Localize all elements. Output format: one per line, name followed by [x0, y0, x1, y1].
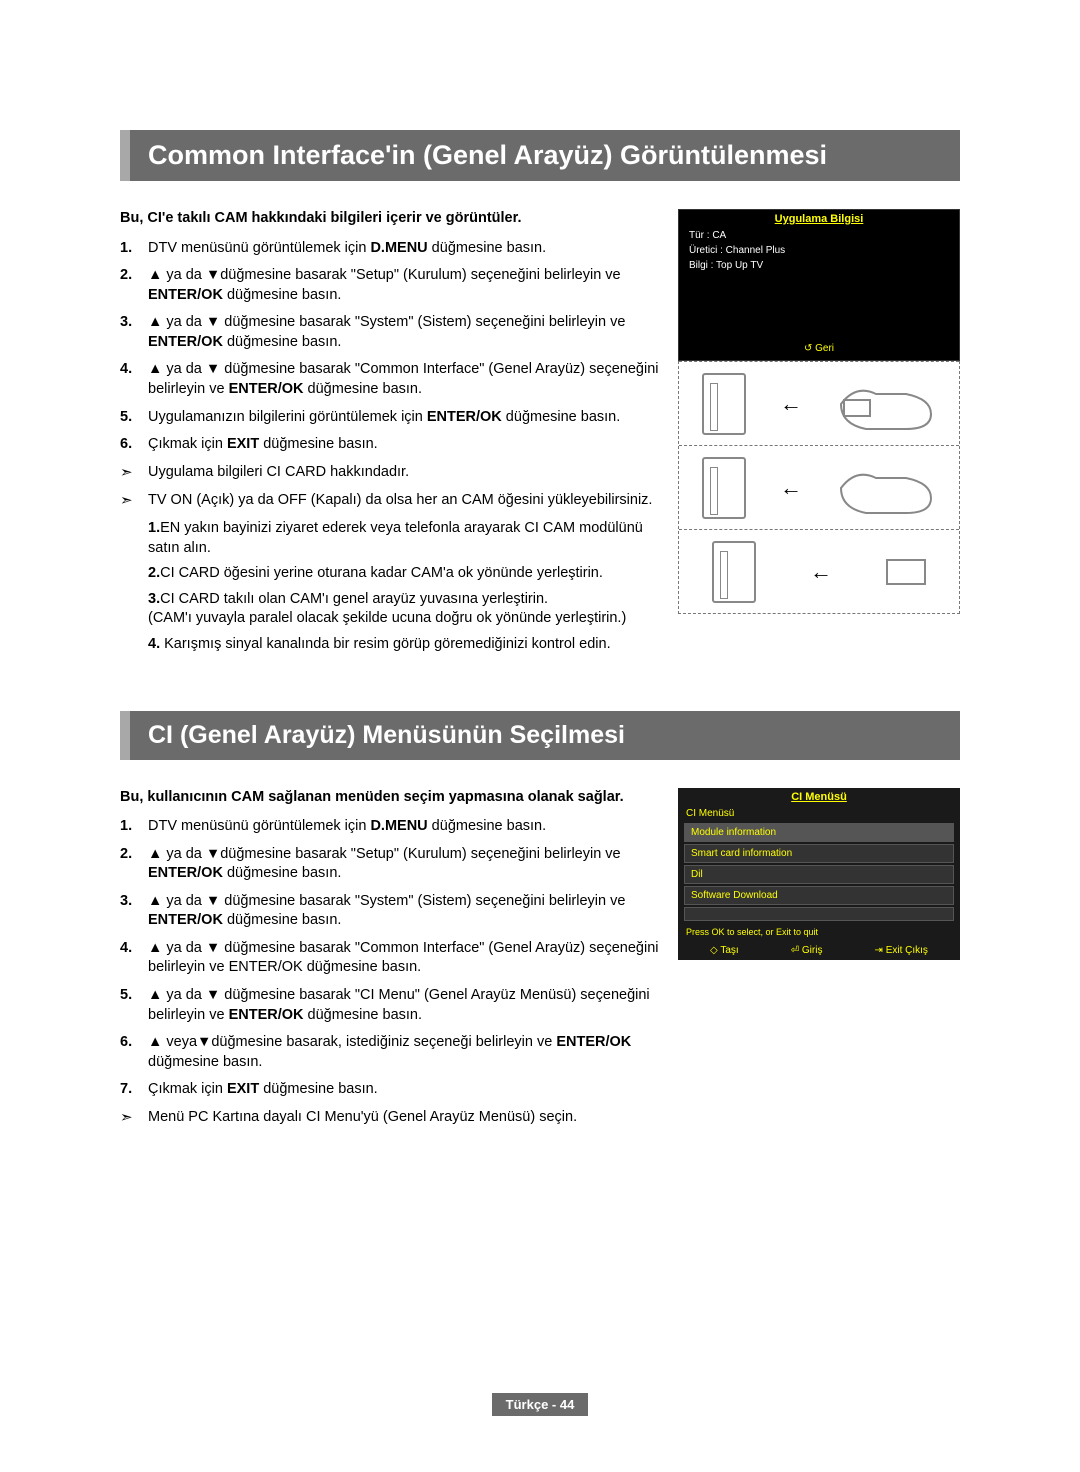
note-arrow-icon: ➣ [120, 1108, 148, 1128]
arrow-left-icon: ← [810, 559, 832, 585]
note-arrow-icon: ➣ [120, 463, 148, 483]
t: düğmesine basın. [428, 240, 547, 256]
slot-icon [702, 373, 746, 435]
t: düğmesine basın. [223, 865, 342, 881]
t: ENTER/OK [556, 1034, 631, 1050]
section1-body: Bu, CI'e takılı CAM hakkındaki bilgileri… [120, 209, 660, 661]
section-title-1: Common Interface'in (Genel Arayüz) Görün… [120, 130, 960, 181]
t: düğmesine basın. [223, 912, 342, 928]
note: Uygulama bilgileri CI CARD hakkındadır. [148, 463, 660, 483]
note: Menü PC Kartına dayalı CI Menu'yü (Genel… [148, 1108, 660, 1128]
subtext: (CAM'ı yuvayla paralel olacak şekilde uc… [148, 610, 626, 626]
osd2-item: Software Download [684, 886, 954, 905]
osd2-item: Dil [684, 865, 954, 884]
subtext: EN yakın bayinizi ziyaret ederek veya te… [148, 520, 643, 556]
intro-2: Bu, kullanıcının CAM sağlanan menüden se… [120, 788, 660, 808]
t: ▲ veya▼düğmesine basarak, istediğiniz se… [148, 1034, 556, 1050]
arrow-left-icon: ← [780, 475, 802, 501]
t: ▲ ya da ▼düğmesine basarak "Setup" (Kuru… [148, 267, 621, 283]
osd2-blank-item [684, 907, 954, 921]
t: ENTER/OK [148, 865, 223, 881]
intro-1: Bu, CI'e takılı CAM hakkındaki bilgileri… [120, 209, 660, 229]
t: ▲ ya da ▼düğmesine basarak "Setup" (Kuru… [148, 846, 621, 862]
osd-row: Üretici : Channel Plus [679, 243, 959, 258]
osd2-item: Module information [684, 823, 954, 842]
t: düğmesine basın. [223, 287, 342, 303]
osd-row: Tür : CA [679, 228, 959, 243]
t: EXIT [227, 1081, 259, 1097]
subtext: CI CARD takılı olan CAM'ı genel arayüz y… [160, 591, 548, 607]
step-num: 4. [120, 360, 148, 399]
arrow-left-icon: ← [780, 391, 802, 417]
t: düğmesine basın. [259, 436, 378, 452]
section2-body: Bu, kullanıcının CAM sağlanan menüden se… [120, 788, 660, 1137]
subnum: 4. [148, 636, 160, 652]
note-arrow-icon: ➣ [120, 491, 148, 511]
step-num: 5. [120, 408, 148, 428]
t: düğmesine basın. [428, 818, 547, 834]
t: DTV menüsünü görüntülemek için [148, 240, 370, 256]
t: D.MENU [370, 818, 427, 834]
t: ENTER/OK [229, 381, 304, 397]
page-number: Türkçe - 44 [0, 1393, 1080, 1416]
t: DTV menüsünü görüntülemek için [148, 818, 370, 834]
osd2-footer-exit: ⇥ Exit Çıkış [875, 945, 928, 956]
note: TV ON (Açık) ya da OFF (Kapalı) da olsa … [148, 491, 660, 511]
t: ▲ ya da ▼ düğmesine basarak "Common Inte… [148, 939, 660, 978]
t: düğmesine basın. [259, 1081, 378, 1097]
step-num: 1. [120, 239, 148, 259]
osd2-title: CI Menüsü [678, 788, 960, 806]
t: düğmesine basın. [502, 409, 621, 425]
step-num: 7. [120, 1080, 148, 1100]
osd2-hint: Press OK to select, or Exit to quit [678, 923, 960, 941]
t: düğmesine basın. [148, 1054, 262, 1070]
step-num: 5. [120, 986, 148, 1025]
subnum: 2. [148, 565, 160, 581]
subnum: 1. [148, 520, 160, 536]
step-num: 6. [120, 435, 148, 455]
osd-app-info: Uygulama Bilgisi Tür : CA Üretici : Chan… [678, 209, 960, 361]
t: ENTER/OK [148, 287, 223, 303]
subtext: CI CARD öğesini yerine oturana kadar CAM… [160, 565, 603, 581]
step-num: 3. [120, 892, 148, 931]
osd2-item: Smart card information [684, 844, 954, 863]
t: EXIT [227, 436, 259, 452]
t: düğmesine basın. [304, 1007, 423, 1023]
t: D.MENU [370, 240, 427, 256]
t: ENTER/OK [427, 409, 502, 425]
section-title-2: CI (Genel Arayüz) Menüsünün Seçilmesi [120, 711, 960, 760]
osd2-footer-move: ◇ Taşı [710, 945, 739, 956]
step-num: 3. [120, 313, 148, 352]
t: düğmesine basın. [304, 381, 423, 397]
osd-row: Bilgi : Top Up TV [679, 258, 959, 273]
hand-icon [836, 458, 936, 518]
subnum: 3. [148, 591, 160, 607]
t: ENTER/OK [229, 1007, 304, 1023]
hand-icon [836, 374, 936, 434]
subtext: Karışmış sinyal kanalında bir resim görü… [160, 636, 611, 652]
step-num: 4. [120, 939, 148, 978]
t: Çıkmak için [148, 1081, 227, 1097]
slot-icon [702, 457, 746, 519]
slot-icon [712, 541, 756, 603]
osd-back: ↺ Geri [679, 343, 959, 354]
t: Uygulamanızın bilgilerini görüntülemek i… [148, 409, 427, 425]
t: ▲ ya da ▼ düğmesine basarak "System" (Si… [148, 893, 625, 909]
osd2-subtitle: CI Menüsü [678, 806, 960, 821]
t: düğmesine basın. [223, 334, 342, 350]
osd-title: Uygulama Bilgisi [679, 210, 959, 228]
step-num: 2. [120, 266, 148, 305]
card-icon [886, 559, 926, 585]
t: ▲ ya da ▼ düğmesine basarak "System" (Si… [148, 314, 625, 330]
osd2-footer-enter: ⏎ Giriş [791, 945, 823, 956]
t: Çıkmak için [148, 436, 227, 452]
step-num: 6. [120, 1033, 148, 1072]
step-num: 2. [120, 845, 148, 884]
osd-ci-menu: CI Menüsü CI Menüsü Module information S… [678, 788, 960, 960]
cam-insert-figure: ← ← ← [678, 361, 960, 614]
t: ENTER/OK [148, 334, 223, 350]
t: ENTER/OK [148, 912, 223, 928]
step-num: 1. [120, 817, 148, 837]
page-number-label: Türkçe - 44 [492, 1393, 589, 1416]
